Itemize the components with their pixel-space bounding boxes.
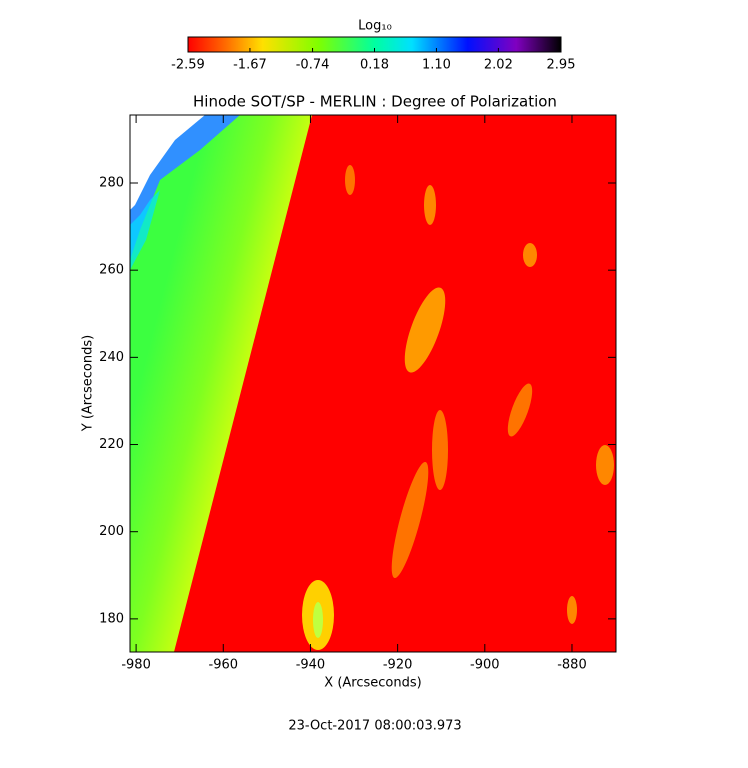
- colorbar-tick-label: -0.74: [296, 58, 330, 73]
- colorbar-tick-label: -2.59: [171, 58, 205, 73]
- x-tick-label: -940: [296, 658, 326, 673]
- plot-frame: [129, 114, 617, 653]
- heatmap-image: [130, 115, 616, 652]
- x-tick-label: -960: [209, 658, 239, 673]
- footer-date: 23-Oct-2017 08:00:03.973: [288, 719, 461, 734]
- colorbar-label: Log₁₀: [358, 19, 392, 34]
- y-tick-label: 260: [99, 263, 124, 278]
- x-tick-label: -880: [557, 658, 587, 673]
- y-axis-label: Y (Arcseconds): [81, 335, 96, 432]
- x-tick-label: -920: [383, 658, 413, 673]
- colorbar-tick-label: -1.67: [233, 58, 267, 73]
- y-tick-label: 280: [99, 175, 124, 190]
- x-axis-label: X (Arcseconds): [324, 676, 421, 691]
- colorbar-tick-label: 1.10: [422, 58, 451, 73]
- y-tick-label: 220: [99, 437, 124, 452]
- colorbar-tick-label: 2.02: [484, 58, 513, 73]
- x-tick-label: -980: [121, 658, 151, 673]
- y-tick-label: 200: [99, 524, 124, 539]
- y-tick-label: 240: [99, 350, 124, 365]
- y-tick-label: 180: [99, 611, 124, 626]
- colorbar-tick-label: 0.18: [360, 58, 389, 73]
- x-tick-label: -900: [470, 658, 500, 673]
- chart-title: Hinode SOT/SP - MERLIN : Degree of Polar…: [193, 93, 557, 111]
- colorbar-tick-label: 2.95: [547, 58, 576, 73]
